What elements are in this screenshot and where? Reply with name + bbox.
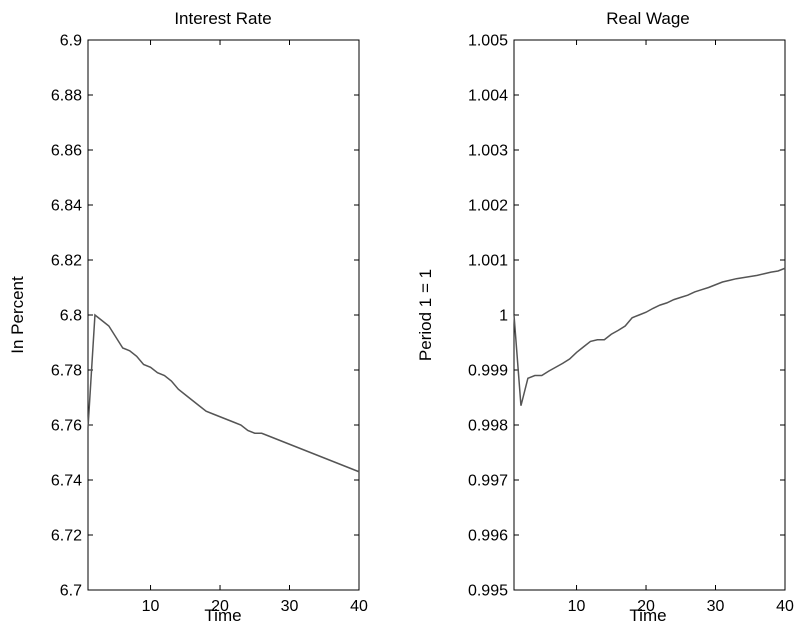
- y-tick-label: 6.82: [51, 253, 82, 270]
- y-tick-label: 6.78: [51, 363, 82, 380]
- chart-real-wage: Real Wage 0.995 0.996 0.997 0.998 0.999 1 1.00…: [416, 9, 794, 625]
- y-tick-label: 1.005: [468, 33, 508, 50]
- y-tick-label: 6.76: [51, 418, 82, 435]
- x-tick-label: 10: [568, 598, 586, 615]
- y-tick-label: 6.9: [60, 33, 82, 50]
- axis-ticks: 0.995 0.996 0.997 0.998 0.999 1 1.001 1.002 1.00…: [468, 33, 794, 616]
- chart-title: Interest Rate: [174, 9, 271, 28]
- x-tick-label: 30: [707, 598, 725, 615]
- y-axis-label: Period 1 = 1: [416, 269, 435, 361]
- series-line: [513, 267, 786, 406]
- x-tick-label: 10: [142, 598, 160, 615]
- x-tick-label: 40: [776, 598, 794, 615]
- y-tick-label: 6.74: [51, 473, 82, 490]
- plot-area: [87, 39, 360, 591]
- y-tick-label: 1: [499, 308, 508, 325]
- y-axis-label: In Percent: [8, 276, 27, 354]
- x-tick-label: 30: [281, 598, 299, 615]
- y-tick-label: 6.7: [60, 583, 82, 600]
- y-tick-label: 0.996: [468, 528, 508, 545]
- axis-ticks: 6.7 6.72 6.74 6.76 6.78 6.8 6.82 6.84 6.86 6.88 6.…: [51, 33, 368, 616]
- x-tick-label: 40: [350, 598, 368, 615]
- y-tick-label: 1.004: [468, 88, 508, 105]
- y-tick-label: 1.001: [468, 253, 508, 270]
- x-axis-label: Time: [204, 606, 241, 625]
- y-tick-label: 0.997: [468, 473, 508, 490]
- plot-area: [513, 39, 786, 591]
- y-tick-label: 6.8: [60, 308, 82, 325]
- y-tick-label: 6.86: [51, 143, 82, 160]
- x-tick-label: 20: [637, 598, 655, 615]
- y-tick-label: 6.88: [51, 88, 82, 105]
- y-tick-label: 0.999: [468, 363, 508, 380]
- y-tick-label: 1.003: [468, 143, 508, 160]
- y-tick-label: 6.72: [51, 528, 82, 545]
- x-tick-label: 20: [211, 598, 229, 615]
- y-tick-label: 6.84: [51, 198, 82, 215]
- chart-title: Real Wage: [606, 9, 689, 28]
- y-tick-label: 0.998: [468, 418, 508, 435]
- y-tick-label: 0.995: [468, 583, 508, 600]
- series-line: [87, 313, 360, 473]
- y-tick-label: 1.002: [468, 198, 508, 215]
- chart-interest-rate: Interest Rate 6.7 6.72 6.74 6.76 6.78 6.8 6.82…: [8, 9, 368, 625]
- x-axis-label: Time: [629, 606, 666, 625]
